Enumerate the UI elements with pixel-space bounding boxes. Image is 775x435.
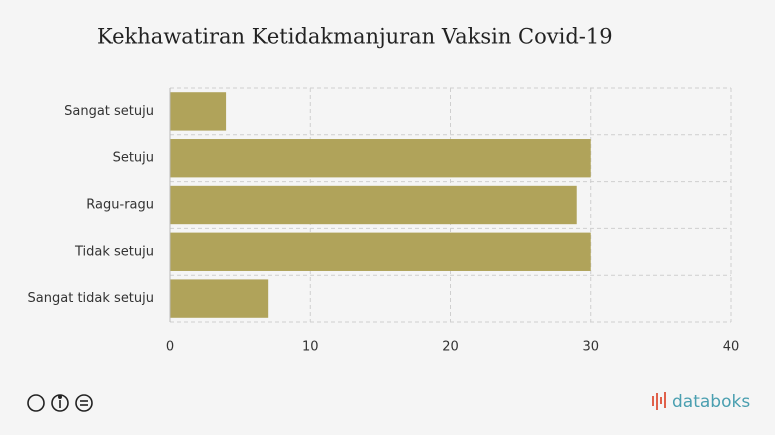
y-tick-label: Tidak setuju <box>74 244 154 259</box>
bar <box>170 185 577 225</box>
brand-logo <box>652 392 666 410</box>
y-tick-label: Setuju <box>113 151 154 166</box>
chart-title: Kekhawatiran Ketidakmanjuran Vaksin Covi… <box>97 25 613 49</box>
bar <box>170 92 227 131</box>
x-tick-label: 20 <box>442 340 459 355</box>
license-icons <box>27 394 93 412</box>
y-tick-label: Sangat setuju <box>64 104 154 119</box>
bar <box>170 232 591 271</box>
x-tick-label: 40 <box>723 340 740 355</box>
y-tick-label: Ragu-ragu <box>86 198 154 213</box>
bar <box>170 279 269 318</box>
x-tick-label: 10 <box>302 340 319 355</box>
bar <box>170 139 591 178</box>
brand-name: databoks <box>672 392 750 412</box>
y-tick-label: Sangat tidak setuju <box>28 291 154 306</box>
x-tick-label: 30 <box>582 340 599 355</box>
x-tick-label: 0 <box>166 340 174 355</box>
